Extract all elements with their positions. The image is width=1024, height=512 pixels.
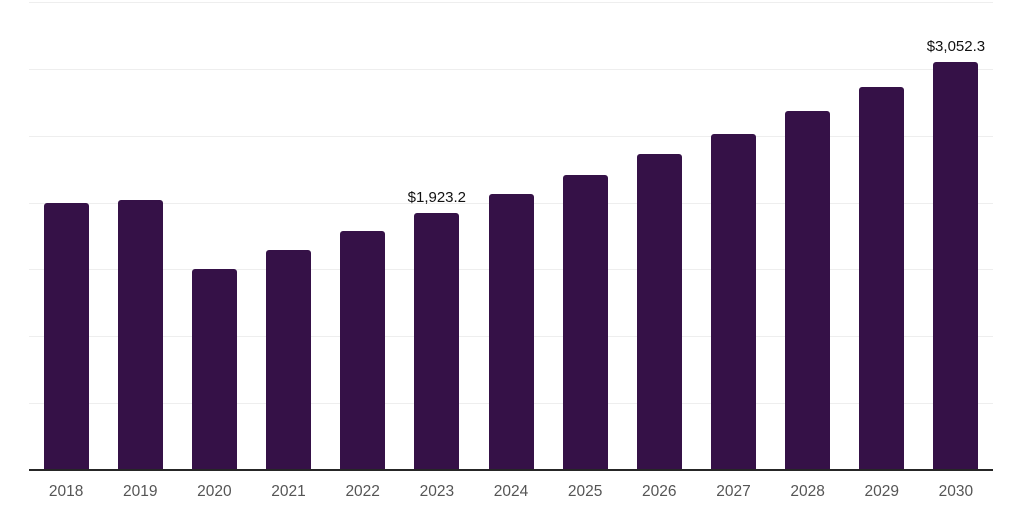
bar-2024[interactable] <box>488 194 534 470</box>
bar-2019[interactable] <box>117 199 163 470</box>
x-tick-2019: 2019 <box>122 483 158 500</box>
x-tick-2018: 2018 <box>48 483 84 500</box>
x-axis-line <box>29 469 993 471</box>
bar-2025[interactable] <box>562 175 608 470</box>
x-tick-2025: 2025 <box>567 483 603 500</box>
bar-2026[interactable] <box>636 154 682 470</box>
x-tick-2029: 2029 <box>864 483 899 500</box>
x-tick-2022: 2022 <box>345 483 380 500</box>
bar-2021[interactable] <box>266 249 312 470</box>
x-tick-2023: 2023 <box>419 483 455 500</box>
x-tick-2021: 2021 <box>271 483 306 500</box>
bar-2027[interactable] <box>710 133 756 470</box>
value-label-2023: $1,923.2 <box>407 188 467 206</box>
bar-2020[interactable] <box>191 269 237 470</box>
bar-2023[interactable] <box>414 212 460 470</box>
gridline-3500 <box>29 2 993 3</box>
x-tick-2027: 2027 <box>716 483 751 500</box>
x-tick-2024: 2024 <box>493 483 529 500</box>
value-label-2030: $3,052.3 <box>926 37 986 55</box>
bar-2028[interactable] <box>785 110 831 470</box>
bar-2022[interactable] <box>340 231 386 470</box>
bar-2030[interactable] <box>933 61 979 470</box>
bar-2018[interactable] <box>43 202 89 470</box>
x-tick-2030: 2030 <box>938 483 974 500</box>
x-tick-2028: 2028 <box>790 483 825 500</box>
x-tick-2020: 2020 <box>197 483 232 500</box>
gridline-2500 <box>29 135 993 137</box>
bar-2029[interactable] <box>859 86 905 470</box>
gridline-3000 <box>29 68 993 70</box>
x-tick-2026: 2026 <box>642 483 677 500</box>
